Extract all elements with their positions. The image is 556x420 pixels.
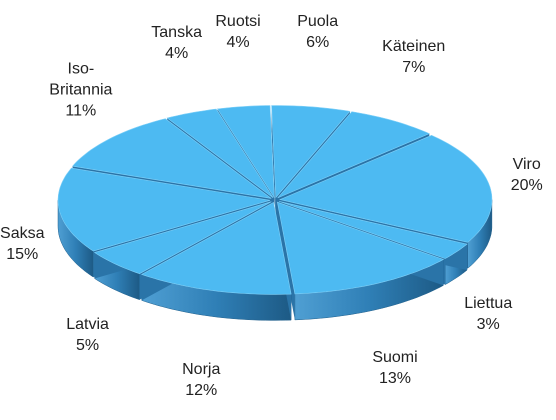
category-name: Iso-Britannia	[49, 60, 113, 99]
slice	[93, 201, 272, 275]
slice	[277, 201, 445, 295]
category-name: Tanska	[151, 24, 202, 42]
category-name: Viro	[512, 156, 541, 174]
slice-label: Viro 20%	[482, 154, 556, 196]
slice	[166, 108, 274, 198]
value-label: 6%	[306, 34, 330, 52]
category-name: Saksa	[0, 225, 45, 243]
slice	[216, 105, 275, 199]
category-name: Suomi	[372, 348, 418, 366]
category-name: Liettua	[464, 294, 513, 312]
value-label: 15%	[6, 246, 39, 264]
value-label: 5%	[76, 336, 100, 354]
category-name: Norja	[182, 361, 221, 379]
value-label: 4%	[165, 45, 189, 63]
slice	[271, 105, 351, 199]
value-label: 11%	[65, 102, 97, 120]
category-name: Latvia	[66, 315, 109, 333]
slice-label: Suomi 13%	[350, 347, 440, 389]
category-name: Ruotsi	[215, 12, 261, 30]
category-name: Puola	[297, 13, 339, 31]
slice-label: Puola 6%	[273, 11, 363, 53]
value-label: 3%	[476, 315, 500, 333]
slice	[279, 201, 468, 259]
slice	[57, 167, 271, 252]
slice-label: Saksa 15%	[0, 223, 67, 265]
slice-label: Iso-Britannia 11%	[46, 59, 116, 122]
category-name: Käteinen	[382, 38, 446, 56]
value-label: 20%	[510, 177, 543, 195]
value-label: 13%	[378, 369, 412, 387]
slice-label: Latvia 5%	[43, 314, 133, 356]
slice-label: Tanska 4%	[132, 22, 222, 64]
slice	[72, 118, 272, 199]
value-label: 7%	[402, 59, 426, 77]
slice-label: Ruotsi 4%	[193, 11, 283, 53]
slice-label: Liettua 3%	[443, 293, 533, 335]
slice-label: Norja 12%	[156, 359, 246, 401]
slice	[278, 134, 493, 243]
value-label: 4%	[226, 33, 250, 51]
slice	[277, 111, 431, 199]
slice-label: Käteinen 7%	[369, 36, 459, 78]
slice	[140, 201, 292, 295]
value-label: 12%	[185, 382, 218, 400]
